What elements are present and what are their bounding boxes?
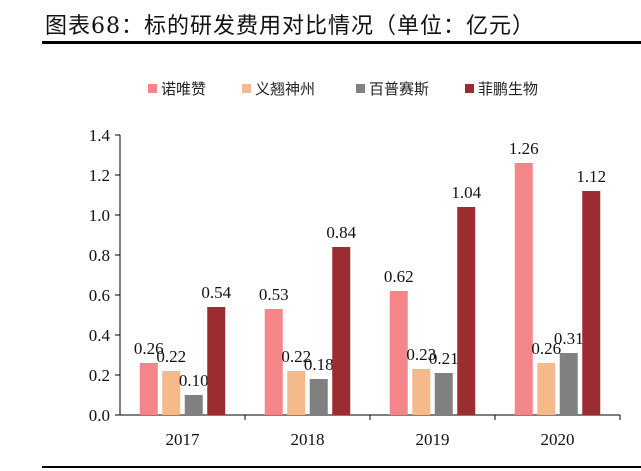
- y-tick-label: 0.4: [89, 326, 111, 345]
- legend-swatch: [356, 84, 365, 93]
- bar: [139, 363, 158, 415]
- bar: [264, 309, 283, 415]
- data-label: 1.04: [451, 183, 481, 202]
- data-label: 0.22: [156, 347, 186, 366]
- bar: [537, 363, 556, 415]
- x-tick-label: 2019: [416, 430, 450, 449]
- bar: [514, 163, 533, 415]
- data-label: 0.26: [134, 339, 164, 358]
- bar: [559, 353, 578, 415]
- bar: [309, 379, 328, 415]
- bar: [434, 373, 453, 415]
- legend-swatch: [465, 84, 474, 93]
- data-label: 0.31: [554, 329, 584, 348]
- legend-label: 诺唯赞: [161, 81, 206, 98]
- legend-swatch: [148, 84, 157, 93]
- data-label: 0.26: [531, 339, 561, 358]
- y-tick-label: 0.8: [89, 246, 110, 265]
- y-tick-label: 1.0: [89, 206, 110, 225]
- bar: [582, 191, 601, 415]
- data-label: 0.54: [201, 283, 231, 302]
- y-tick-label: 0.2: [89, 366, 110, 385]
- data-label: 0.22: [281, 347, 311, 366]
- bar: [412, 369, 431, 415]
- bar: [332, 247, 351, 415]
- y-tick-label: 1.4: [89, 126, 111, 145]
- bar: [287, 371, 306, 415]
- y-tick-label: 0.0: [89, 406, 110, 425]
- y-tick-label: 0.6: [89, 286, 110, 305]
- legend-label: 菲鹏生物: [478, 81, 538, 98]
- x-tick-label: 2018: [291, 430, 325, 449]
- legend-label: 百普赛斯: [369, 81, 429, 98]
- data-label: 0.21: [429, 349, 459, 368]
- chart-title: 图表68：标的研发费用对比情况（单位：亿元）: [45, 14, 535, 39]
- data-label: 0.10: [179, 371, 209, 390]
- data-label: 1.12: [576, 167, 606, 186]
- data-label: 0.53: [259, 285, 289, 304]
- legend-swatch: [242, 84, 251, 93]
- bar: [389, 291, 408, 415]
- bar: [162, 371, 181, 415]
- y-tick-label: 1.2: [89, 166, 110, 185]
- title-rule: [42, 41, 641, 44]
- bottom-rule: [42, 466, 641, 468]
- bar: [207, 307, 226, 415]
- x-tick-label: 2020: [541, 430, 575, 449]
- data-label: 0.18: [304, 355, 334, 374]
- bar: [184, 395, 203, 415]
- bar: [457, 207, 476, 415]
- data-label: 0.62: [384, 267, 414, 286]
- x-tick-label: 2017: [166, 430, 201, 449]
- data-label: 1.26: [509, 139, 539, 158]
- legend-label: 义翘神州: [255, 81, 315, 98]
- data-label: 0.23: [406, 345, 436, 364]
- data-label: 0.84: [326, 223, 356, 242]
